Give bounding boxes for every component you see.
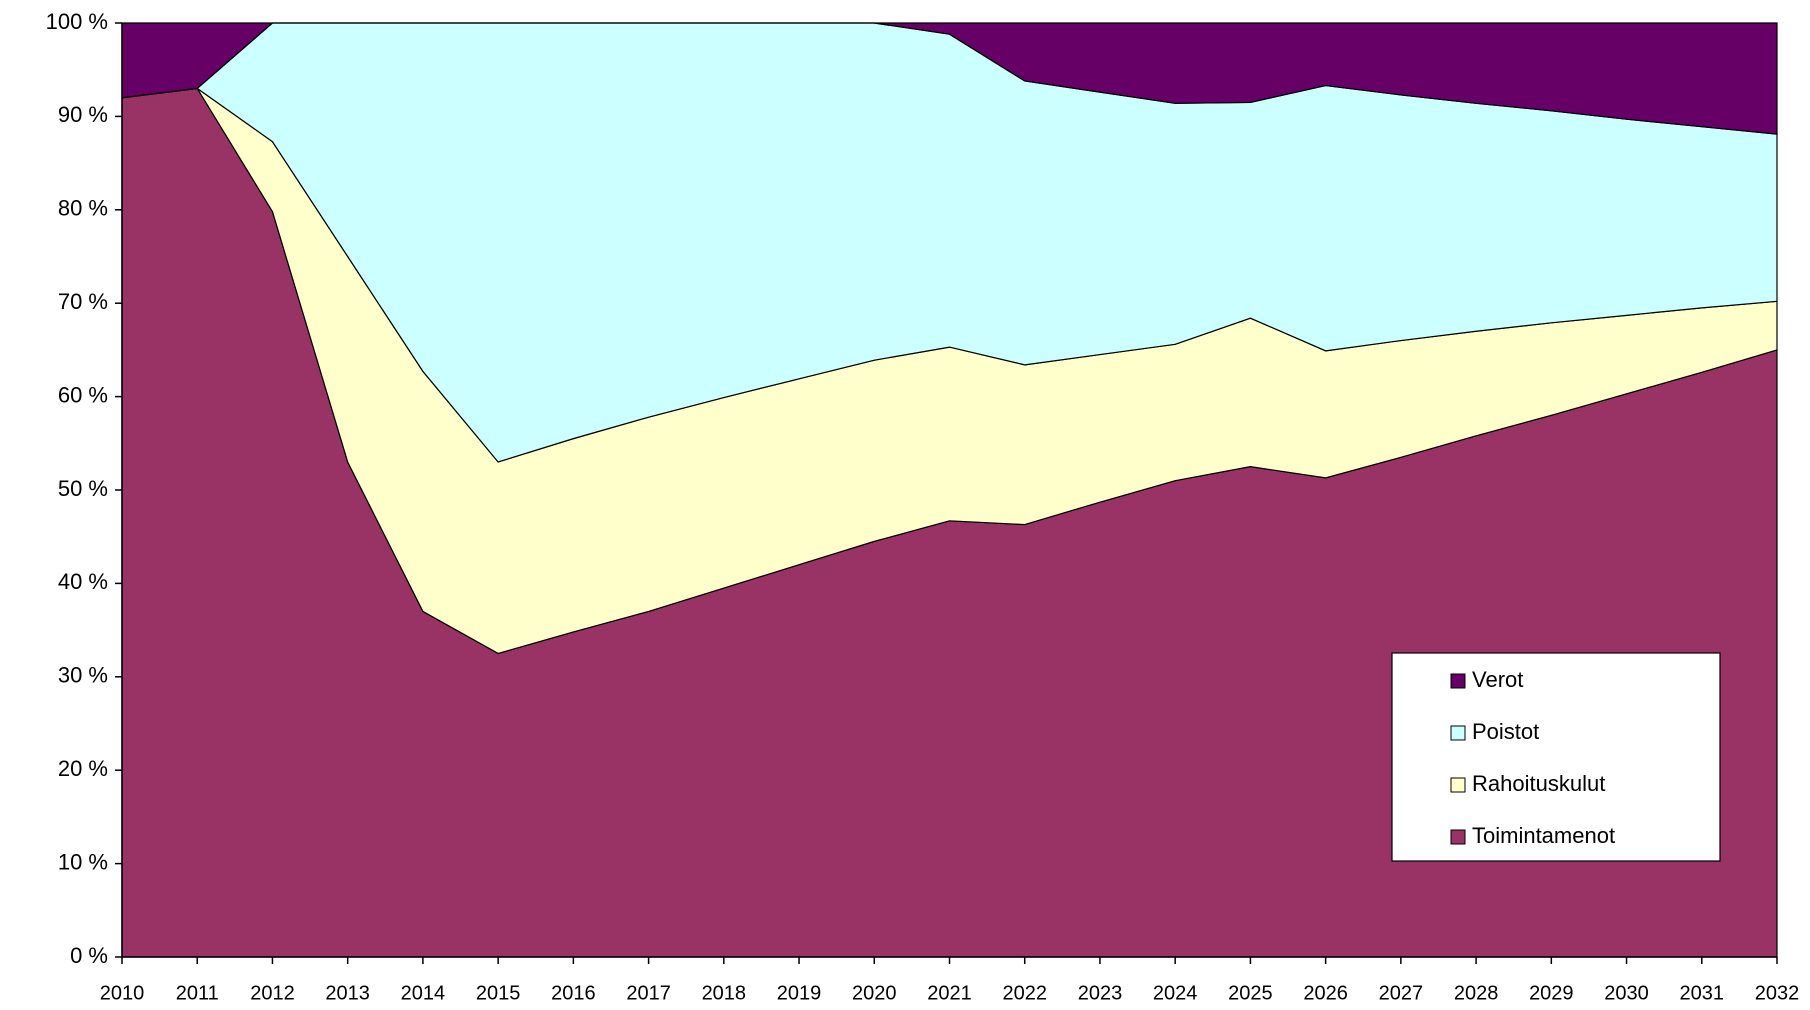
x-tick-label: 2029: [1529, 982, 1574, 1004]
x-tick-label: 2019: [777, 982, 822, 1004]
x-tick-label: 2010: [100, 982, 145, 1004]
y-tick-label: 90 %: [58, 102, 108, 127]
y-tick-label: 40 %: [58, 569, 108, 594]
y-tick-label: 20 %: [58, 756, 108, 781]
legend-box: [1391, 652, 1721, 862]
x-tick-label: 2031: [1680, 982, 1725, 1004]
y-tick-label: 80 %: [58, 196, 108, 221]
legend-swatch: [1450, 673, 1466, 689]
x-tick-label: 2032: [1755, 982, 1800, 1004]
y-tick-label: 10 %: [58, 849, 108, 874]
x-tick-label: 2016: [551, 982, 596, 1004]
x-tick-label: 2030: [1604, 982, 1649, 1004]
x-tick-label: 2013: [325, 982, 370, 1004]
x-tick-label: 2015: [476, 982, 521, 1004]
x-tick-label: 2017: [626, 982, 671, 1004]
legend-label: Verot: [1472, 667, 1523, 692]
x-tick-label: 2025: [1228, 982, 1273, 1004]
x-tick-label: 2021: [927, 982, 972, 1004]
x-tick-label: 2020: [852, 982, 897, 1004]
y-tick-label: 0 %: [70, 943, 108, 968]
legend: Verot Poistot Rahoituskulut Toimintamenot: [1391, 652, 1721, 862]
x-tick-label: 2014: [401, 982, 446, 1004]
y-tick-label: 70 %: [58, 289, 108, 314]
legend-swatch: [1450, 829, 1466, 845]
x-tick-label: 2011: [176, 982, 219, 1004]
y-tick-label: 100 %: [46, 9, 108, 34]
y-tick-label: 30 %: [58, 663, 108, 688]
x-tick-label: 2022: [1002, 982, 1047, 1004]
legend-label: Rahoituskulut: [1472, 771, 1605, 796]
x-tick-label: 2024: [1153, 982, 1198, 1004]
legend-label: Poistot: [1472, 719, 1539, 744]
y-tick-label: 50 %: [58, 476, 108, 501]
legend-label: Toimintamenot: [1472, 823, 1615, 848]
legend-swatch: [1450, 725, 1466, 741]
x-tick-label: 2012: [250, 982, 295, 1004]
x-tick-label: 2028: [1454, 982, 1499, 1004]
x-tick-label: 2023: [1078, 982, 1123, 1004]
x-tick-label: 2018: [702, 982, 747, 1004]
y-tick-label: 60 %: [58, 382, 108, 407]
legend-swatch: [1450, 777, 1466, 793]
x-tick-label: 2027: [1379, 982, 1424, 1004]
x-tick-label: 2026: [1303, 982, 1348, 1004]
area: [121, 22, 1778, 135]
